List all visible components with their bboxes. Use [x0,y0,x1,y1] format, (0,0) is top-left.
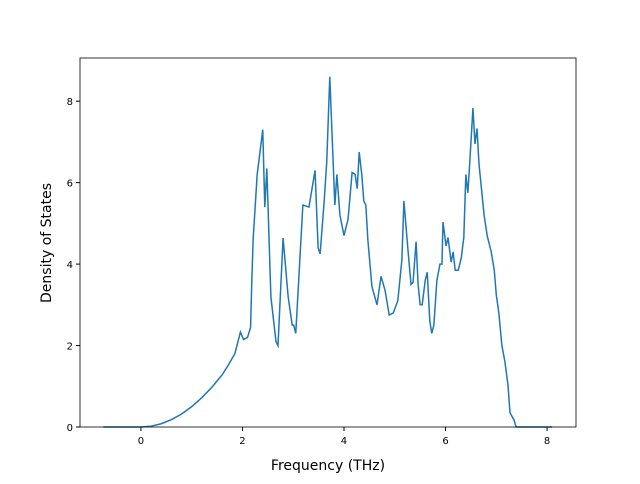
plot-frame [79,57,577,428]
y-tick-label: 6 [67,179,73,190]
y-axis-label: Density of States [39,183,55,303]
x-tick-label: 0 [138,436,144,447]
x-axis-label: Frequency (THz) [271,458,385,474]
x-tick-label: 4 [341,436,347,447]
y-tick-label: 4 [67,260,73,271]
x-tick-label: 8 [544,436,550,447]
y-tick-label: 0 [67,423,73,434]
y-tick-label: 8 [67,97,73,108]
x-tick-label: 6 [442,436,448,447]
x-tick-label: 2 [239,436,245,447]
y-tick-label: 2 [67,342,73,353]
data-line [103,76,553,428]
